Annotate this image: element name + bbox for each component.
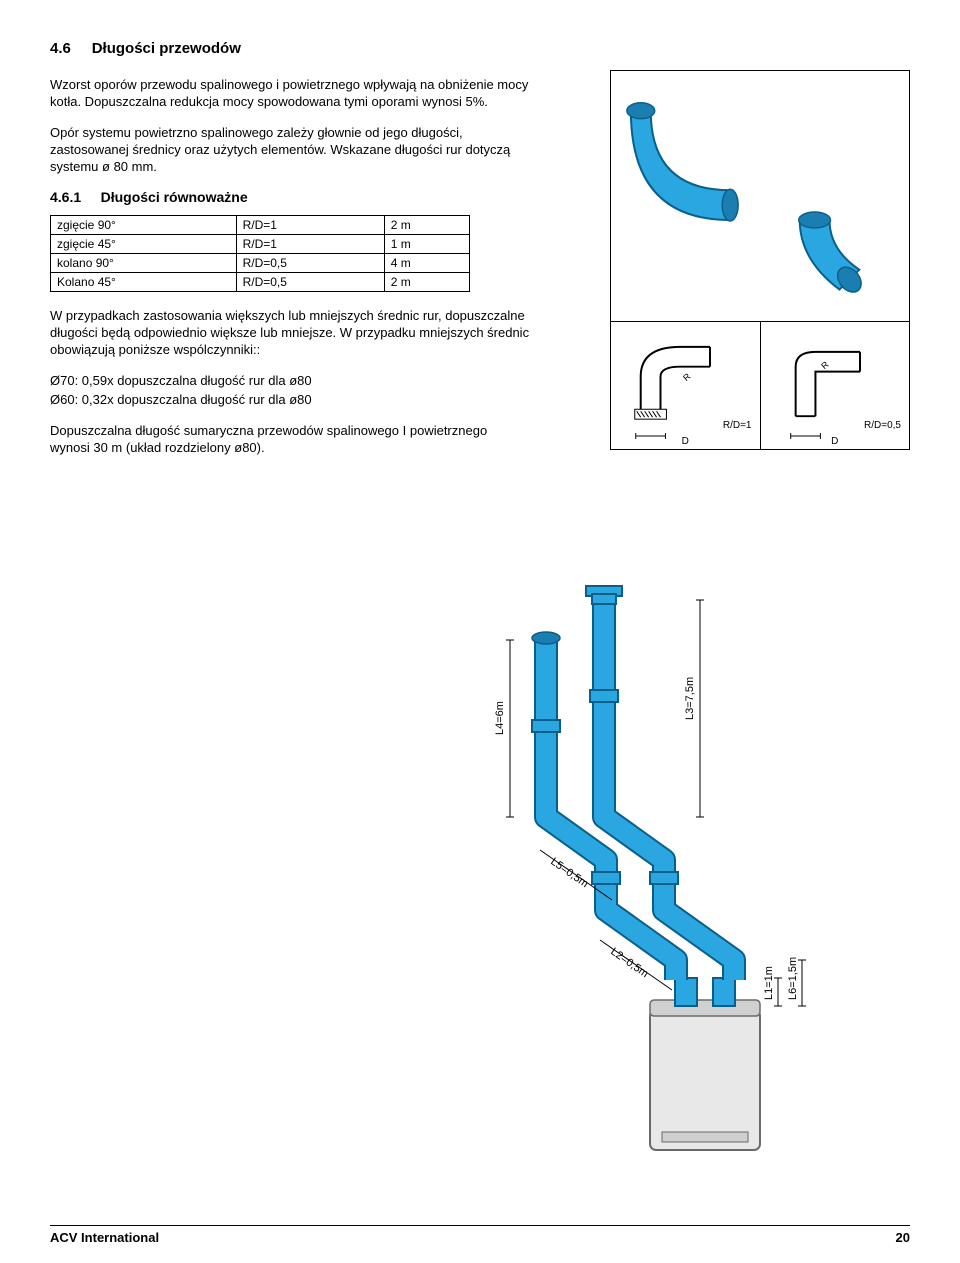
upper-offset-pipes [546,600,664,882]
dim-label-l6: L6=1,5m [787,957,799,1000]
flue-svg: L4=6m L3=7,5m L5=0,5m L2=0,5m L1=1m L6=1… [400,580,900,1160]
section-number: 4.6 [50,40,71,57]
rd-label-left: R/D=1 [723,420,752,431]
cell-len: 2 m [384,273,469,292]
dim-label-l5: L5=0,5m [548,856,590,891]
elbow-svg [611,71,909,319]
table-row: zgięcie 90° R/D=1 2 m [51,216,470,235]
paragraph-1: Wzorst oporów przewodu spalinowego i pow… [50,77,530,111]
paragraph-2: Opór systemu powietrzno spalinowego zale… [50,125,530,176]
cell-rd: R/D=1 [236,235,384,254]
r-label: R [819,359,831,371]
footer-left: ACV International [50,1230,159,1245]
elbow-diagram: R R/D=1 D R R/D=0,5 D [610,70,910,450]
paragraph-4: Ø70: 0,59x dopuszczalna długość rur dla … [50,373,530,390]
cell-len: 4 m [384,254,469,273]
cell-name: zgięcie 90° [51,216,237,235]
cell-name: Kolano 45° [51,273,237,292]
table-row: kolano 90° R/D=0,5 4 m [51,254,470,273]
schematic-rd05: R R/D=0,5 D [761,322,910,449]
cell-rd: R/D=0,5 [236,273,384,292]
cell-len: 2 m [384,216,469,235]
paragraph-5: Ø60: 0,32x dopuszczalna długość rur dla … [50,392,530,409]
rd-label-right: R/D=0,5 [864,420,901,431]
cell-name: kolano 90° [51,254,237,273]
d-label-right: D [831,436,838,447]
paragraph-3: W przypadkach zastosowania większych lub… [50,308,530,359]
subsection-number: 4.6.1 [50,189,81,205]
dim-label-l4: L4=6m [494,701,506,735]
dim-label-l3: L3=7,5m [684,677,696,720]
table-row: Kolano 45° R/D=0,5 2 m [51,273,470,292]
paragraph-6: Dopuszczalna długość sumaryczna przewodó… [50,423,530,457]
cell-rd: R/D=0,5 [236,254,384,273]
flue-system-diagram: L4=6m L3=7,5m L5=0,5m L2=0,5m L1=1m L6=1… [400,580,900,1160]
page-footer: ACV International 20 [50,1225,910,1245]
equivalent-lengths-table: zgięcie 90° R/D=1 2 m zgięcie 45° R/D=1 … [50,215,470,292]
elbow-renders [611,71,909,321]
schematic-rd1: R R/D=1 D [611,322,761,449]
r-label: R [681,371,693,383]
elbow-90-icon [627,103,738,221]
table-row: zgięcie 45° R/D=1 1 m [51,235,470,254]
cell-name: zgięcie 45° [51,235,237,254]
elbow-45-icon [799,212,866,297]
footer-page-number: 20 [896,1230,910,1245]
cell-rd: R/D=1 [236,216,384,235]
subsection-title-text: Długości równoważne [101,189,248,205]
section-title-text: Długości przewodów [92,40,241,57]
elbow-schematic-row: R R/D=1 D R R/D=0,5 D [611,321,909,449]
section-heading: 4.6 Długości przewodów [50,40,910,57]
boiler-icon [650,1000,760,1150]
d-label-left: D [682,436,689,447]
cell-len: 1 m [384,235,469,254]
dim-label-l1: L1=1m [763,966,775,1000]
